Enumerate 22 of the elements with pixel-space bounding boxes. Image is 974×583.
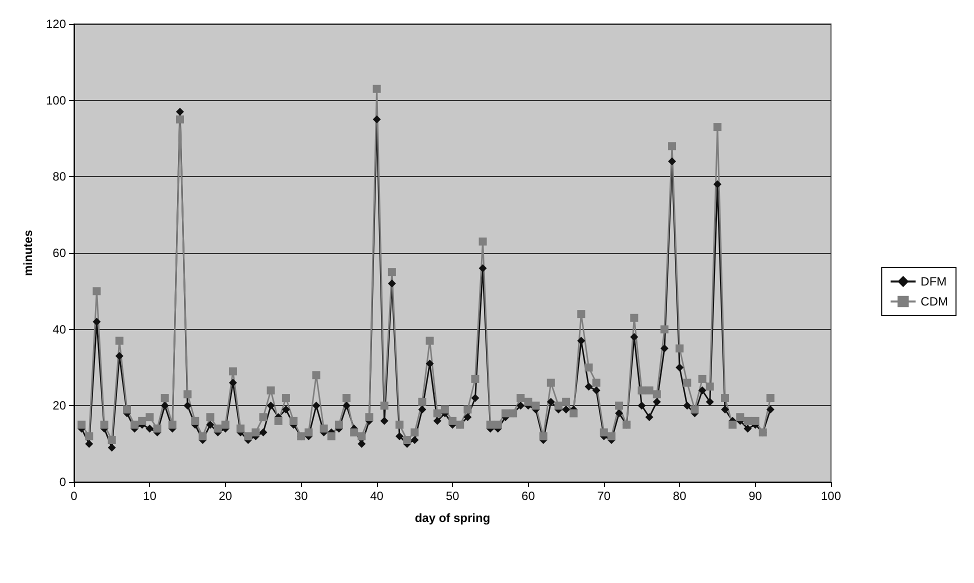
y-tick-label: 40 — [52, 322, 66, 336]
x-tick-label: 20 — [218, 489, 232, 503]
x-tick-label: 90 — [748, 489, 762, 503]
x-tick-label: 40 — [370, 489, 384, 503]
y-tick-label: 0 — [59, 475, 66, 489]
x-tick-label: 70 — [597, 489, 611, 503]
y-tick-label: 60 — [52, 246, 66, 260]
x-tick-label: 0 — [70, 489, 78, 503]
legend-label: DFM — [920, 274, 947, 288]
x-axis-title: day of spring — [414, 511, 490, 525]
x-tick-label: 100 — [820, 489, 842, 503]
x-tick-label: 30 — [294, 489, 308, 503]
y-axis-title: minutes — [21, 230, 35, 276]
y-tick-label: 100 — [46, 93, 66, 108]
x-tick-label: 80 — [672, 489, 687, 503]
x-tick-label: 10 — [143, 489, 157, 503]
y-tick-label: 20 — [52, 398, 66, 413]
y-tick-label: 120 — [46, 17, 66, 31]
x-tick-label: 50 — [446, 489, 460, 503]
y-tick-label: 80 — [52, 170, 66, 184]
x-tick-label: 60 — [522, 489, 536, 503]
legend-label: CDM — [920, 294, 948, 308]
